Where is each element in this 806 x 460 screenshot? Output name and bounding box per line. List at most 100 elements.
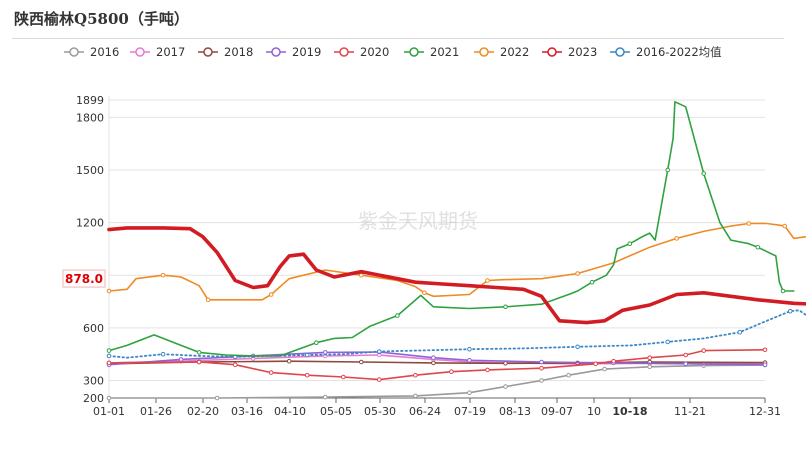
series-point-2021 — [589, 279, 595, 285]
x-tick-label: 05-30 — [364, 405, 396, 418]
series-point-2022 — [268, 292, 274, 297]
legend-marker — [69, 47, 79, 57]
x-tick-label: 03-16 — [231, 405, 263, 418]
series-point-2019 — [467, 358, 472, 363]
x-tick-label: 04-10 — [274, 405, 306, 418]
series-point-2016 — [214, 395, 220, 401]
legend-marker — [339, 47, 349, 57]
series-point-2020 — [485, 367, 490, 373]
series-point-2020 — [683, 352, 689, 358]
x-tick-label: 05-05 — [320, 405, 352, 418]
series-point-2016-2022均值 — [665, 339, 671, 345]
series-point-2020 — [539, 365, 544, 371]
series-point-2021 — [503, 304, 508, 310]
x-tick-label-highlight: 10-18 — [612, 405, 647, 418]
series-point-2020 — [304, 372, 310, 378]
series-point-2018 — [503, 361, 508, 366]
series-point-2022 — [746, 221, 752, 226]
series-point-2016-2022均值 — [737, 329, 743, 335]
legend[interactable]: 2016 2017 2018 2019 2020 2021 2022 2023 2016-202… — [64, 45, 722, 59]
series-point-2020 — [593, 361, 598, 367]
series-point-2016 — [413, 393, 418, 399]
series-point-2022 — [485, 278, 490, 283]
series-point-2018 — [431, 360, 436, 366]
series-point-2019 — [178, 357, 184, 362]
series-point-2022 — [160, 272, 166, 278]
watermark-text: 紫金天风期货 — [358, 209, 478, 233]
series-point-2016 — [566, 372, 571, 378]
series-point-2019 — [762, 362, 768, 368]
legend-label: 2019 — [292, 45, 321, 59]
series-point-2020 — [232, 362, 238, 368]
legend-marker — [271, 47, 281, 57]
legend-label: 2021 — [430, 45, 459, 59]
series-point-2021 — [395, 313, 400, 318]
legend-item-2016-2022均值: 2016-2022均值 — [610, 45, 722, 59]
series-point-2022 — [359, 272, 364, 278]
x-tick-label: 10 — [587, 405, 601, 418]
legend-marker — [479, 47, 489, 57]
series-line-2021 — [108, 101, 795, 357]
series-point-2020 — [449, 369, 454, 375]
series-point-2016 — [602, 366, 607, 372]
y-tick-label: 200 — [83, 392, 104, 405]
legend-marker — [135, 47, 145, 57]
series-point-2018 — [359, 359, 364, 365]
legend-label: 2017 — [156, 45, 185, 59]
highlight-y-label: 878.0 — [65, 272, 103, 286]
series-point-2022 — [575, 271, 580, 276]
legend-item-2021: 2021 — [404, 45, 459, 59]
series-point-2016-2022均值 — [377, 349, 382, 354]
x-tick-label: 01-01 — [93, 405, 125, 418]
series-line-2023 — [107, 226, 806, 325]
series-line-2016 — [108, 364, 766, 399]
series-point-2018 — [286, 358, 292, 364]
x-tick-label: 09-07 — [541, 405, 573, 418]
highlight-labels: 878.0 — [62, 269, 106, 288]
legend-label: 2016-2022均值 — [636, 45, 722, 59]
legend-marker — [203, 47, 213, 57]
series-point-2019 — [539, 359, 544, 365]
series-lines — [106, 101, 806, 401]
series-point-2021 — [627, 241, 633, 246]
legend-marker — [547, 47, 557, 57]
highlight-y-box — [62, 269, 106, 288]
series-point-2020 — [106, 360, 112, 366]
series-point-2020 — [701, 348, 707, 353]
legend-item-2018: 2018 — [198, 45, 253, 59]
grid-lines — [109, 99, 765, 381]
chart-title: 陕西榆林Q5800（手吨） — [14, 10, 189, 28]
series-point-2022 — [782, 223, 788, 229]
series-point-2022 — [422, 290, 427, 296]
series-line-2022 — [108, 222, 806, 301]
legend-label: 2018 — [224, 45, 253, 59]
series-point-2016-2022均值 — [304, 352, 310, 358]
legend-marker — [615, 47, 625, 57]
series-point-2021 — [755, 244, 761, 250]
series-point-2021 — [780, 288, 786, 294]
series-point-2016-2022均值 — [106, 353, 112, 359]
series-point-2021 — [314, 340, 319, 346]
legend-item-2016: 2016 — [64, 45, 119, 59]
series-point-2016-2022均值 — [467, 346, 472, 352]
series-point-2022 — [106, 288, 112, 294]
series-point-2016 — [323, 394, 328, 400]
series-point-2016 — [503, 384, 508, 389]
x-tick-label: 02-20 — [187, 405, 219, 418]
series-point-2016 — [467, 390, 472, 396]
series-point-2020 — [268, 370, 274, 375]
x-tick-label: 07-19 — [454, 405, 486, 418]
x-axis: 01-01 01-26 02-20 03-16 04-10 05-05 05-30 06-24… — [93, 397, 781, 418]
x-tick-label: 12-31 — [749, 405, 781, 418]
legend-item-2019: 2019 — [266, 45, 321, 59]
y-tick-label: 300 — [83, 374, 104, 387]
series-point-2016-2022均值 — [787, 308, 793, 314]
legend-marker — [409, 47, 419, 57]
series-point-2021 — [106, 348, 112, 353]
title-divider — [12, 38, 784, 39]
legend-label: 2023 — [568, 45, 597, 59]
legend-item-2023: 2023 — [542, 45, 597, 59]
legend-label: 2022 — [500, 45, 529, 59]
y-tick-label: 1200 — [76, 217, 104, 230]
